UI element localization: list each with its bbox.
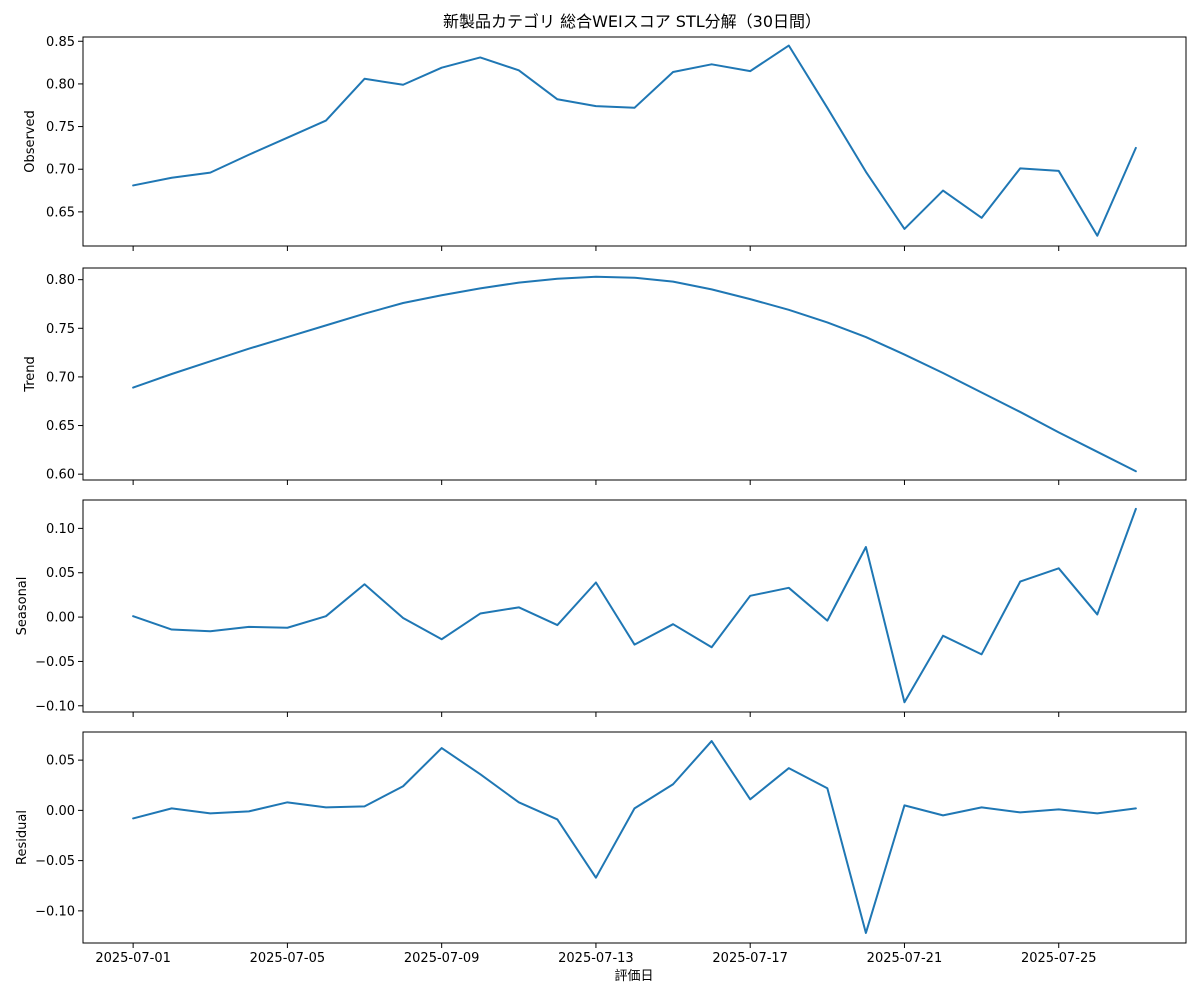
y-tick-label-residual: 0.00 [46,804,75,819]
y-tick-label-residual: −0.10 [35,904,75,919]
x-tick-label: 2025-07-17 [712,951,788,966]
y-tick-label-trend: 0.65 [46,419,75,434]
y-tick-label-observed: 0.85 [46,35,75,50]
panel-seasonal: −0.10 −0.05 0.00 0.05 0.10 Seasonal [15,499,1187,717]
y-tick-label-trend: 0.60 [46,468,75,483]
y-tick-label-observed: 0.70 [46,163,75,178]
panel-frame-seasonal [82,499,1187,713]
panel-frame-residual [82,731,1187,944]
x-tick-label: 2025-07-21 [867,951,943,966]
x-tick-label: 2025-07-25 [1021,951,1097,966]
x-tick-label: 2025-07-01 [95,951,171,966]
y-tick-label-seasonal: −0.10 [35,699,75,714]
y-tick-label-seasonal: 0.10 [46,522,75,537]
panels-group: 0.65 0.70 0.75 0.80 0.85 Observed 0.60 0.65 0.70… [15,35,1187,966]
x-axis-label: 評価日 [614,969,653,984]
y-tick-label-seasonal: 0.00 [46,611,75,626]
x-tick-label: 2025-07-05 [250,951,326,966]
y-tick-label-seasonal: −0.05 [35,655,75,670]
series-line-residual [132,740,1137,934]
panel-observed: 0.65 0.70 0.75 0.80 0.85 Observed [23,35,1187,251]
panel-trend: 0.60 0.65 0.70 0.75 0.80 Trend [23,267,1187,485]
chart-title: 新製品カテゴリ 総合WEIスコア STL分解（30日間） [443,12,821,31]
series-line-seasonal [132,507,1137,704]
y-tick-label-observed: 0.65 [46,205,75,220]
panel-frame-trend [82,267,1187,481]
y-tick-label-observed: 0.75 [46,120,75,135]
series-line-trend [132,275,1137,473]
y-axis-label-seasonal: Seasonal [15,577,30,636]
y-tick-label-observed: 0.80 [46,77,75,92]
y-axis-label-trend: Trend [23,356,38,393]
y-axis-label-observed: Observed [23,110,38,173]
series-line-observed [132,44,1137,237]
y-tick-label-trend: 0.70 [46,370,75,385]
y-tick-label-residual: −0.05 [35,854,75,869]
x-tick-label: 2025-07-13 [558,951,634,966]
y-axis-label-residual: Residual [15,810,30,865]
panel-residual: −0.10 −0.05 0.00 0.05 2025-07-01 2025-07-05 20… [15,731,1187,966]
y-tick-label-trend: 0.75 [46,322,75,337]
y-tick-label-residual: 0.05 [46,754,75,769]
x-tick-label: 2025-07-09 [404,951,480,966]
y-tick-label-seasonal: 0.05 [46,566,75,581]
y-tick-label-trend: 0.80 [46,273,75,288]
panel-frame-observed [82,36,1187,247]
